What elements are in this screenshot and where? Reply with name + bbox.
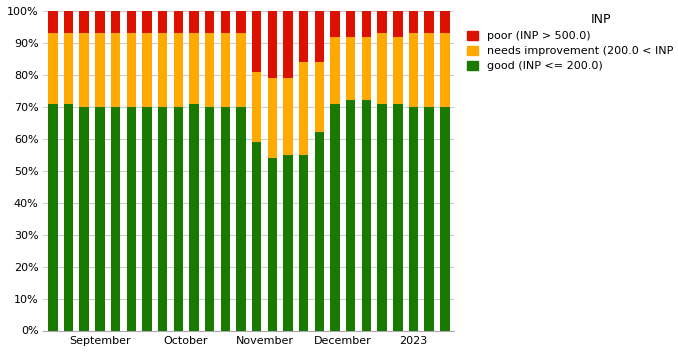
Bar (158, 11, 167, 33)
Bar (378, 33, 387, 104)
Bar (220, 11, 230, 33)
Bar (424, 33, 434, 107)
Bar (268, 11, 277, 78)
Bar (111, 11, 120, 33)
Bar (95, 33, 104, 107)
Bar (393, 104, 403, 330)
Bar (48, 33, 58, 104)
Bar (174, 11, 183, 33)
Bar (440, 107, 450, 330)
Bar (127, 11, 136, 33)
Bar (174, 107, 183, 330)
Bar (283, 78, 293, 155)
Bar (220, 33, 230, 107)
Bar (330, 11, 340, 36)
Bar (330, 104, 340, 330)
Bar (189, 104, 199, 330)
Bar (424, 107, 434, 330)
Bar (64, 11, 73, 33)
Bar (409, 107, 418, 330)
Bar (283, 11, 293, 78)
Bar (111, 33, 120, 107)
Bar (252, 72, 262, 142)
Bar (440, 11, 450, 33)
Bar (268, 158, 277, 330)
Bar (48, 11, 58, 33)
Bar (174, 33, 183, 107)
Bar (440, 33, 450, 107)
Bar (378, 104, 387, 330)
Bar (378, 11, 387, 33)
Bar (142, 107, 152, 330)
Bar (346, 11, 355, 36)
Bar (409, 33, 418, 107)
Bar (237, 107, 245, 330)
Bar (315, 11, 324, 62)
Bar (315, 62, 324, 132)
Bar (393, 11, 403, 36)
Bar (424, 11, 434, 33)
Bar (299, 62, 308, 155)
Bar (393, 36, 403, 104)
Bar (252, 142, 262, 330)
Bar (362, 36, 371, 100)
Bar (189, 33, 199, 104)
Bar (237, 11, 245, 33)
Bar (95, 107, 104, 330)
Bar (283, 155, 293, 330)
Legend: poor (INP > 500.0), needs improvement (200.0 < INP <= 500.0), good (INP <= 200.0: poor (INP > 500.0), needs improvement (2… (464, 10, 678, 74)
Bar (346, 36, 355, 100)
Bar (142, 11, 152, 33)
Bar (79, 33, 89, 107)
Bar (299, 11, 308, 62)
Bar (237, 33, 245, 107)
Bar (64, 104, 73, 330)
Bar (205, 33, 214, 107)
Bar (205, 107, 214, 330)
Bar (362, 100, 371, 330)
Bar (220, 107, 230, 330)
Bar (142, 33, 152, 107)
Bar (127, 33, 136, 107)
Bar (48, 104, 58, 330)
Bar (315, 132, 324, 330)
Bar (362, 11, 371, 36)
Bar (79, 11, 89, 33)
Bar (252, 11, 262, 72)
Bar (111, 107, 120, 330)
Bar (205, 11, 214, 33)
Bar (299, 155, 308, 330)
Bar (158, 33, 167, 107)
Bar (409, 11, 418, 33)
Bar (95, 11, 104, 33)
Bar (127, 107, 136, 330)
Bar (346, 100, 355, 330)
Bar (330, 36, 340, 104)
Bar (189, 11, 199, 33)
Bar (268, 78, 277, 158)
Bar (64, 33, 73, 104)
Bar (158, 107, 167, 330)
Bar (79, 107, 89, 330)
